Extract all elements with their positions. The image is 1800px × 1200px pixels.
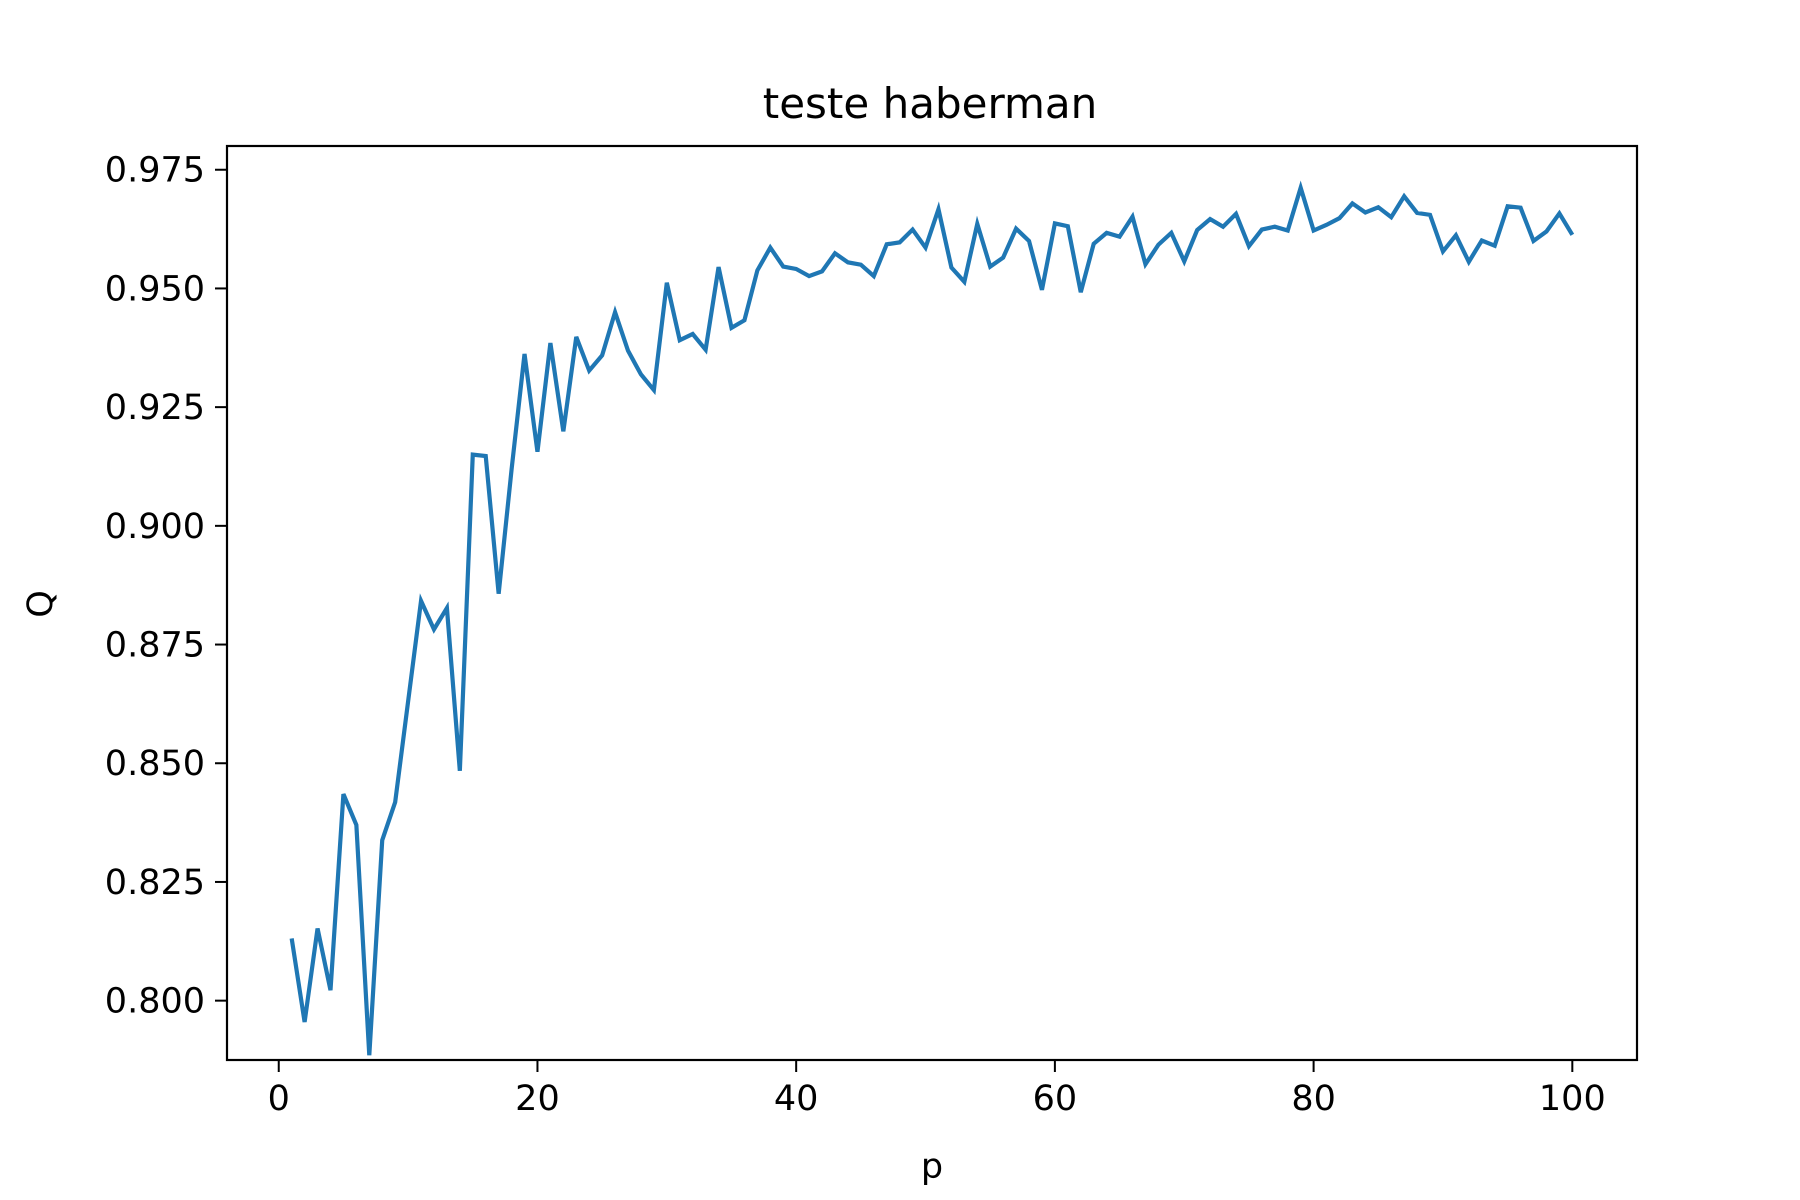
y-tick-label: 0.850 (105, 744, 205, 784)
x-tick-label: 20 (515, 1079, 560, 1119)
series-line (289, 180, 1575, 1056)
y-axis-label: Q (21, 590, 61, 618)
x-tick-label: 60 (1033, 1079, 1078, 1119)
plot-frame (225, 144, 1639, 1062)
y-tick-label: 0.800 (105, 982, 205, 1022)
y-tick-label: 0.950 (105, 269, 205, 309)
y-tick-label: 0.975 (105, 151, 205, 191)
x-axis-label: p (921, 1147, 943, 1187)
x-tick-label: 100 (1539, 1079, 1606, 1119)
y-tick-label: 0.825 (105, 863, 205, 903)
chart-title: teste haberman (763, 79, 1098, 128)
y-tick-label: 0.900 (105, 507, 205, 547)
series-layer (289, 180, 1575, 1056)
y-tick-label: 0.875 (105, 626, 205, 666)
y-tick-label: 0.925 (105, 388, 205, 428)
y-axis: 0.800 0.825 0.850 0.875 0.900 0.925 0.950 0.975 (105, 151, 227, 1022)
x-tick-label: 40 (774, 1079, 819, 1119)
x-axis: 0 20 40 60 80 100 (268, 1060, 1606, 1119)
x-tick-label: 0 (268, 1079, 290, 1119)
x-tick-label: 80 (1291, 1079, 1336, 1119)
